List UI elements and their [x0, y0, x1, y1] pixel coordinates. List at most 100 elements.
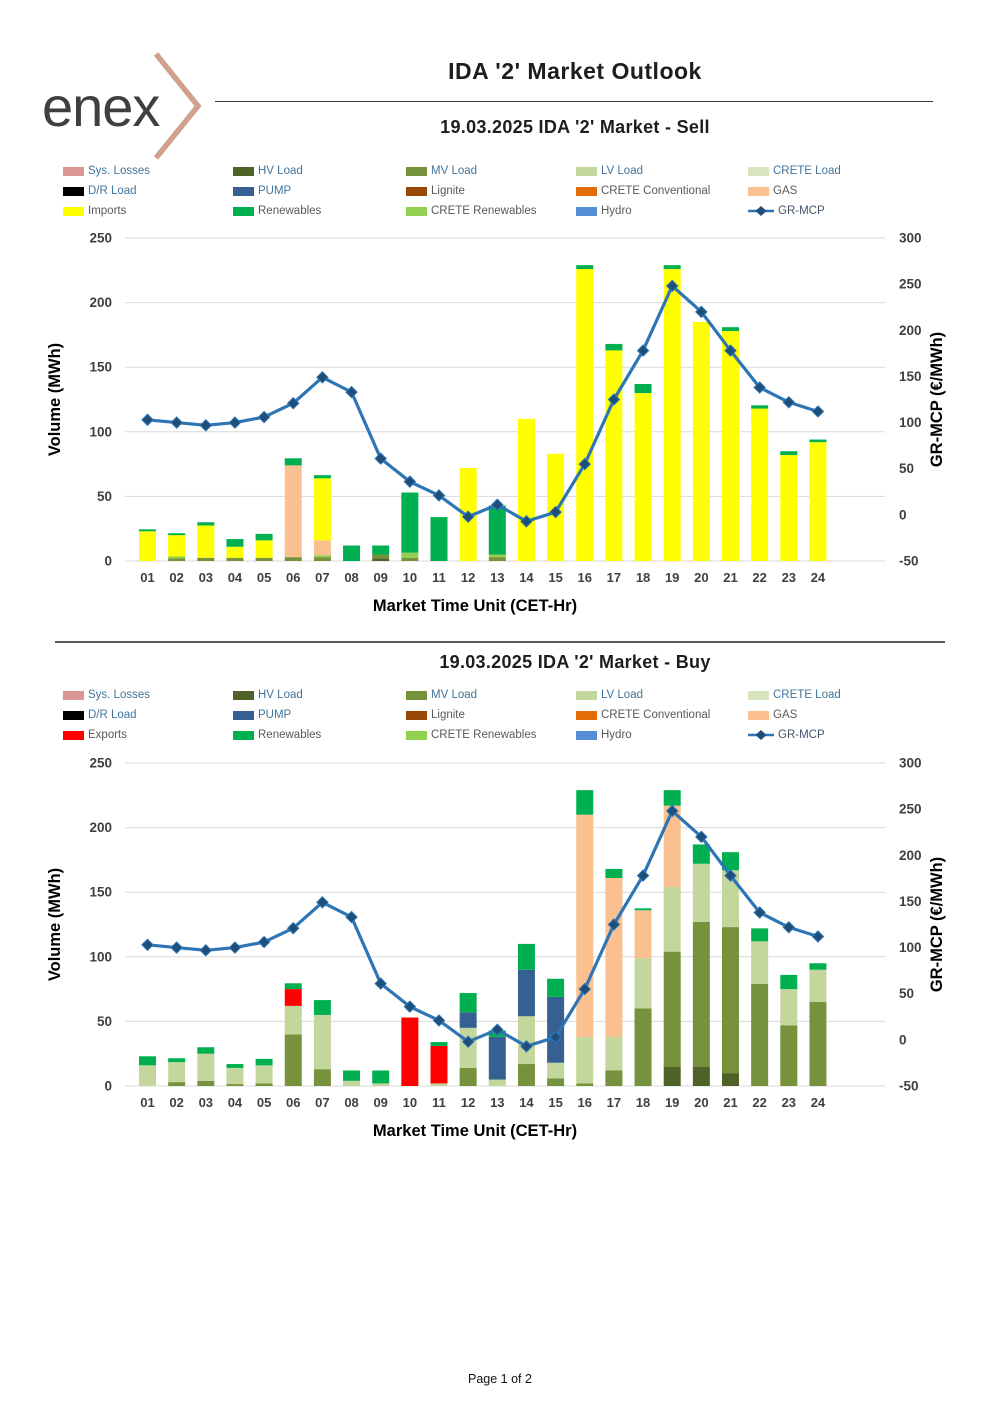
gr-mcp-marker-icon [607, 918, 621, 931]
bar-segment-mv_load [459, 1067, 477, 1086]
bar-segment-renewables [226, 1064, 244, 1068]
enex-logo: enex [42, 52, 202, 160]
bar-segment-imports [722, 331, 739, 561]
bar-segment-exports [430, 1045, 448, 1084]
legend-swatch-pump [233, 186, 254, 196]
legend-label: Lignite [431, 709, 465, 721]
legend-label: LV Load [601, 165, 643, 177]
y-axis-right-tick-label: 200 [899, 848, 922, 863]
bar-segment-renewables [372, 545, 390, 555]
buy-chart-legend: Sys. Losses HV Load MV Load LV Load CRETE Lo… [63, 688, 943, 742]
legend-swatch-lv_load [576, 166, 597, 176]
bar-segment-mv_load [547, 1078, 565, 1086]
y-axis-right-tick-label: 200 [899, 323, 922, 338]
gr-mcp-marker-icon [345, 385, 358, 399]
x-axis-tick-label: 20 [694, 1095, 708, 1110]
bar-segment-mv_load [284, 1034, 302, 1086]
bar-segment-mv_load [692, 921, 710, 1067]
gr-mcp-marker-icon [695, 305, 708, 319]
bar-segment-lv_load [284, 1005, 302, 1035]
bar-segment-mv_load [634, 1008, 652, 1086]
legend-label: D/R Load [88, 709, 137, 721]
y-axis-right-tick-label: 0 [899, 507, 907, 522]
legend-label: PUMP [258, 709, 292, 721]
legend-swatch-crete_renewables [406, 730, 427, 740]
bar-segment-lv_load [547, 1062, 565, 1079]
bar-segment-renewables [430, 1042, 448, 1046]
legend-swatch-crete_load [748, 690, 769, 700]
title-divider [215, 101, 933, 102]
bar-segment-lv_load [692, 863, 710, 922]
x-axis-tick-label: 04 [228, 570, 243, 585]
bar-segment-crete_renewables [168, 556, 186, 559]
bar-segment-renewables [343, 545, 361, 561]
bar-segment-imports [576, 269, 594, 561]
legend-swatch-gas [748, 186, 769, 196]
bar-segment-renewables [751, 928, 769, 942]
y-axis-right-title: GR-MCP (€/MWh) [928, 332, 946, 467]
legend-item-lignite: Lignite [406, 184, 576, 198]
y-axis-left-title: Volume (MWh) [46, 868, 64, 981]
legend-label: Renewables [258, 205, 322, 217]
gr-mcp-marker-icon [316, 371, 329, 384]
bar-segment-crete_renewables [488, 554, 506, 558]
bar-segment-mv_load [313, 557, 331, 561]
x-axis-title: Market Time Unit (CET-Hr) [373, 1122, 577, 1140]
bar-segment-mv_load [168, 1082, 186, 1086]
bar-segment-hv_load [692, 1066, 710, 1086]
bar-segment-gas [284, 465, 302, 558]
gr-mcp-marker-icon [782, 395, 796, 409]
bar-segment-imports [255, 540, 273, 558]
page-title: IDA '2' Market Outlook [448, 58, 702, 84]
y-axis-left-tick-label: 0 [104, 1079, 112, 1094]
legend-swatch-hv_load [233, 690, 254, 700]
x-axis-title: Market Time Unit (CET-Hr) [373, 597, 577, 615]
legend-item-gas: GAS [748, 184, 943, 198]
legend-label: HV Load [258, 165, 303, 177]
gr-mcp-marker-icon [753, 906, 766, 919]
y-axis-left-tick-label: 100 [89, 949, 112, 964]
gr-mcp-marker-icon [228, 941, 242, 954]
x-axis-tick-label: 24 [811, 570, 826, 585]
bar-segment-mv_load [197, 557, 215, 561]
gr-mcp-marker-icon [549, 1030, 562, 1044]
bar-segment-exports [401, 1017, 419, 1086]
bar-segment-renewables [284, 458, 302, 466]
gr-mcp-marker-icon [695, 830, 708, 844]
bar-segment-renewables [372, 1070, 390, 1084]
x-axis-tick-label: 15 [548, 570, 562, 585]
gr-mcp-marker-icon [811, 405, 825, 418]
bar-segment-lv_load [197, 1053, 215, 1081]
legend-item-crete_renewables: CRETE Renewables [406, 728, 576, 742]
x-axis-tick-label: 06 [286, 570, 300, 585]
x-axis-tick-label: 20 [694, 570, 708, 585]
bar-segment-renewables [780, 451, 798, 456]
section-divider [55, 641, 945, 643]
legend-label: Sys. Losses [88, 689, 150, 701]
bar-segment-lv_load [139, 1065, 156, 1086]
x-axis-tick-label: 11 [432, 570, 446, 585]
gr-mcp-line-swatch-icon [748, 730, 774, 740]
bar-segment-renewables [634, 383, 652, 394]
legend-label: Lignite [431, 185, 465, 197]
legend-label: CRETE Load [773, 689, 841, 701]
gr-mcp-marker-icon [228, 416, 242, 429]
bar-segment-renewables [722, 327, 739, 332]
gr-mcp-marker-icon [170, 416, 183, 429]
y-axis-right-title: GR-MCP (€/MWh) [928, 857, 946, 992]
legend-item-gr_mcp: GR-MCP [748, 204, 943, 218]
x-axis-tick-label: 12 [461, 570, 475, 585]
legend-diamond-icon [755, 730, 767, 740]
legend-swatch-crete_renewables [406, 206, 427, 216]
y-axis-right-tick-label: 100 [899, 940, 922, 955]
y-axis-right-tick-label: 100 [899, 415, 922, 430]
bar-segment-imports [780, 455, 798, 561]
gr-mcp-marker-icon [403, 475, 417, 488]
x-axis-tick-label: 19 [665, 1095, 679, 1110]
bar-segment-lv_load [722, 870, 739, 928]
bar-segment-mv_load [722, 927, 739, 1074]
legend-label: CRETE Load [773, 165, 841, 177]
legend-swatch-dr_load [63, 710, 84, 720]
bar-segment-mv_load [197, 1080, 215, 1086]
